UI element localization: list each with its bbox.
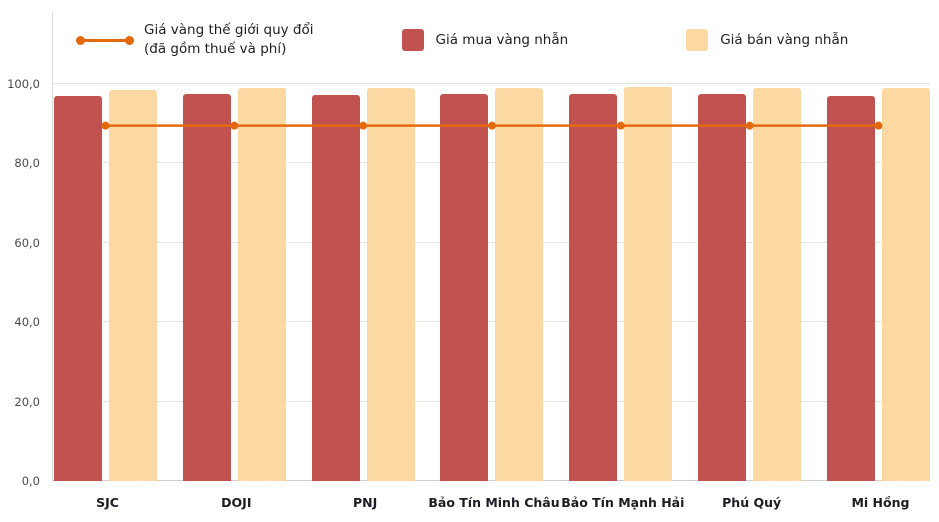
legend-item-world-gold: Giá vàng thế giới quy đổi (đã gồm thuế v… (76, 21, 314, 59)
legend-label-world-gold-line1: Giá vàng thế giới quy đổi (144, 22, 314, 39)
sell-series-marker-icon (686, 29, 709, 51)
bar-group (698, 84, 802, 481)
x-axis-label: DOJI (221, 495, 252, 510)
sell-price-bar (881, 88, 930, 481)
sell-price-bar (366, 88, 415, 481)
plot-area (52, 12, 930, 481)
buy-price-bar (54, 96, 102, 481)
sell-price-bar (624, 86, 673, 481)
gridline (52, 400, 930, 402)
x-axis-label: Phú Quý (722, 495, 782, 510)
sell-price-bar (237, 87, 286, 481)
bar-group (54, 84, 157, 481)
bar-group (826, 84, 930, 481)
legend-label-sell: Giá bán vàng nhẫn (720, 31, 849, 48)
gridline (52, 241, 930, 243)
gridline (52, 480, 930, 481)
gridline (52, 162, 930, 164)
y-axis-tick-label: 60,0 (14, 235, 40, 250)
chart-legend: Giá vàng thế giới quy đổi (đã gồm thuế v… (70, 12, 929, 68)
buy-series-marker-icon (401, 29, 424, 51)
y-axis-line (52, 12, 53, 481)
y-axis-tick-label: 80,0 (14, 156, 40, 171)
bar-group (569, 84, 673, 481)
buy-price-bar (182, 94, 231, 481)
gridline (52, 83, 930, 84)
y-axis-labels: 0,0 20,0 40,0 60,0 80,0 100,0 (0, 77, 46, 488)
bar-groups (54, 84, 930, 481)
buy-price-bar (440, 93, 489, 481)
x-axis-labels: SJC DOJI PNJ Bảo Tín Minh Châu Bảo Tín Mạnh … (52, 492, 930, 516)
x-axis-label: Bảo Tín Mạnh Hải (561, 495, 685, 510)
legend-label-world-gold: Giá vàng thế giới quy đổi (đã gồm thuế v… (144, 21, 314, 59)
buy-price-bar (569, 93, 618, 481)
sell-price-bar (495, 87, 544, 481)
sell-price-bar (753, 87, 802, 481)
y-axis-tick-label: 20,0 (14, 394, 40, 409)
legend-label-world-gold-line2: (đã gồm thuế và phí) (144, 41, 287, 57)
gridline (52, 321, 930, 323)
sell-price-bar (109, 90, 157, 481)
bar-group (182, 84, 286, 481)
x-axis-label: PNJ (353, 495, 378, 510)
buy-price-bar (311, 95, 360, 481)
legend-item-buy: Giá mua vàng nhẫn (401, 29, 569, 51)
y-axis-tick-label: 100,0 (7, 77, 40, 91)
legend-label-buy: Giá mua vàng nhẫn (435, 31, 569, 48)
line-series-marker-icon (76, 35, 134, 45)
legend-item-sell: Giá bán vàng nhẫn (686, 29, 848, 51)
bar-group (440, 84, 544, 481)
x-axis-label: SJC (96, 495, 119, 510)
x-axis-label: Bảo Tín Minh Châu (428, 495, 560, 510)
buy-price-bar (826, 95, 875, 481)
y-axis-tick-label: 40,0 (14, 315, 40, 330)
buy-price-bar (698, 94, 747, 481)
y-axis-tick-label: 0,0 (21, 474, 40, 488)
x-axis-label: Mi Hồng (851, 495, 910, 510)
bar-group (311, 84, 415, 481)
